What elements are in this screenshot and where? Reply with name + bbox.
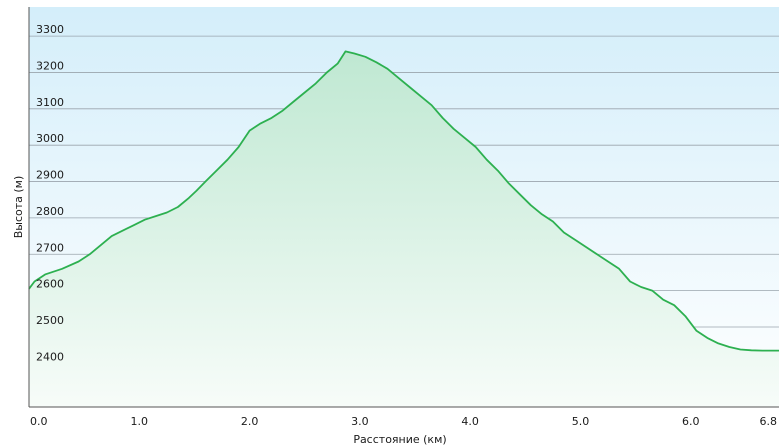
y-tick-label: 2600 [36, 278, 64, 291]
y-tick-label: 2400 [36, 350, 64, 363]
x-tick-label: 0.0 [30, 415, 48, 428]
x-tick-label: 1.0 [131, 415, 149, 428]
y-tick-label: 3000 [36, 132, 64, 145]
x-tick-label: 3.0 [351, 415, 369, 428]
y-tick-labels: 2400 2500 2600 2700 2800 2900 3000 3100 3200 3300 [36, 23, 64, 363]
x-tick-label: 5.0 [572, 415, 590, 428]
y-tick-label: 3100 [36, 96, 64, 109]
x-axis-title: Расстояние (км) [353, 433, 446, 446]
x-tick-label: 4.0 [461, 415, 479, 428]
y-tick-label: 2500 [36, 314, 64, 327]
x-tick-label: 2.0 [241, 415, 259, 428]
x-tick-label: 6.0 [682, 415, 700, 428]
x-tick-label: 6.8 [760, 415, 778, 428]
x-tick-labels: 0.0 1.0 2.0 3.0 4.0 5.0 6.0 6.8 [30, 415, 777, 428]
y-tick-label: 3300 [36, 23, 64, 36]
y-axis-title: Высота (м) [12, 176, 25, 239]
y-tick-label: 3200 [36, 59, 64, 72]
elevation-area [29, 51, 779, 408]
y-tick-label: 2900 [36, 169, 64, 182]
elevation-line [28, 50, 779, 352]
y-tick-label: 2700 [36, 241, 64, 254]
y-tick-label: 2800 [36, 205, 64, 218]
